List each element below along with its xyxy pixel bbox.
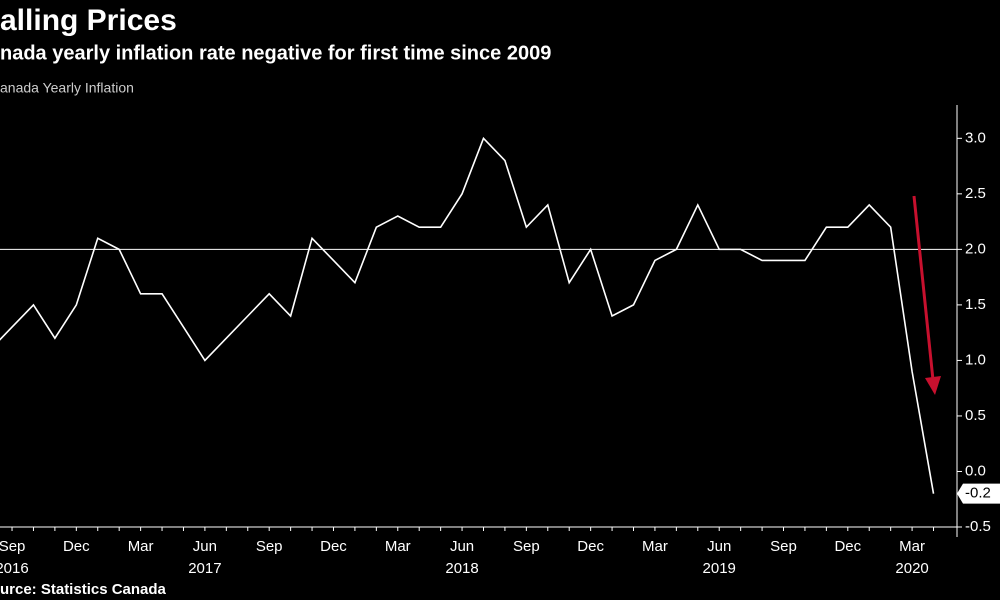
y-tick-label: 1.0 [965, 351, 986, 368]
x-tick-label: Mar [128, 538, 154, 555]
x-tick-label: Mar [899, 538, 925, 555]
chart-subtitle: nada yearly inflation rate negative for … [0, 42, 551, 64]
x-tick-label: Dec [834, 538, 861, 555]
x-tick-label: Dec [320, 538, 347, 555]
y-tick-label: 0.0 [965, 462, 986, 479]
y-tick-label: 2.5 [965, 185, 986, 202]
y-tick-label: 1.5 [965, 296, 986, 313]
y-tick-label: 0.5 [965, 407, 986, 424]
x-year-label: 2017 [188, 560, 221, 577]
x-tick-label: Sep [256, 538, 283, 555]
x-tick-label: Sep [0, 538, 25, 555]
arrow-shaft [912, 195, 935, 381]
last-value-label: -0.2 [965, 485, 991, 502]
y-tick-label: 3.0 [965, 129, 986, 146]
last-value-box [957, 483, 1000, 504]
x-tick-label: Jun [450, 538, 474, 555]
x-tick-label: Jun [193, 538, 217, 555]
x-tick-label: Dec [63, 538, 90, 555]
x-tick-label: Mar [642, 538, 668, 555]
chart-title: alling Prices [0, 4, 177, 37]
y-tick-label: -0.5 [965, 518, 991, 535]
x-tick-label: Sep [513, 538, 540, 555]
x-tick-label: Jun [707, 538, 731, 555]
arrow-head [925, 376, 941, 395]
x-tick-label: Mar [385, 538, 411, 555]
y-tick-label: 2.0 [965, 240, 986, 257]
x-year-label: 2019 [703, 560, 736, 577]
legend-label: anada Yearly Inflation [0, 80, 134, 96]
x-year-label: 2018 [445, 560, 478, 577]
x-year-label: 2016 [0, 560, 29, 577]
x-tick-label: Dec [577, 538, 604, 555]
x-tick-label: Sep [770, 538, 797, 555]
source: urce: Statistics Canada [0, 581, 167, 598]
line-series [0, 136, 935, 494]
x-year-label: 2020 [895, 560, 928, 577]
